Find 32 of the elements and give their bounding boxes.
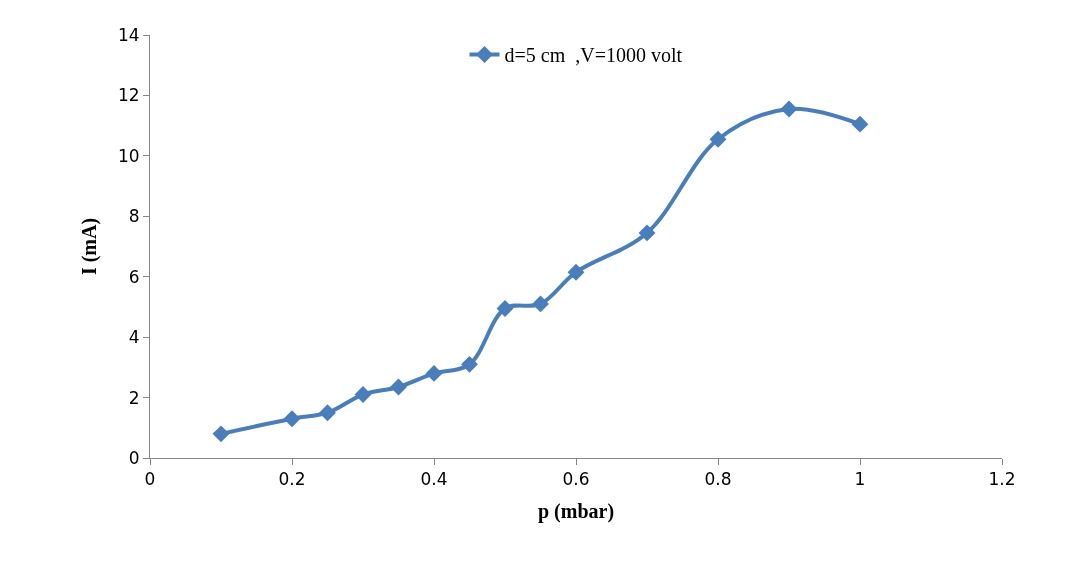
x-tick-label: 0.6	[562, 469, 590, 490]
x-tick-label: 1	[854, 469, 866, 490]
point	[354, 386, 372, 403]
x-tick-label: 0.4	[420, 469, 448, 490]
legend-label: d=5 cm ,V=1000 volt	[504, 44, 683, 67]
point	[212, 425, 230, 443]
point	[390, 378, 407, 396]
y-tick-label: 2	[128, 387, 140, 408]
point	[780, 100, 798, 118]
y-tick-label: 0	[128, 447, 140, 468]
point	[709, 130, 727, 148]
y-tick-label: 12	[117, 85, 140, 106]
y-tick-label: 14	[117, 24, 140, 45]
y-tick-label: 10	[117, 145, 140, 166]
point	[319, 404, 336, 422]
point	[496, 299, 514, 317]
x-tick-label: 0.8	[704, 469, 732, 490]
x-tick-label: 0	[144, 469, 156, 490]
y-tick-label: 4	[128, 327, 140, 348]
point	[532, 295, 549, 313]
y-axis-title: I (mA)	[78, 217, 102, 276]
point	[638, 224, 656, 242]
point	[425, 364, 443, 382]
point	[461, 355, 478, 373]
y-tick-label: 8	[128, 206, 140, 227]
x-axis-title: p (mbar)	[537, 499, 615, 523]
point	[851, 115, 869, 133]
y-tick-label: 6	[128, 266, 140, 287]
point	[283, 410, 301, 428]
x-tick-label: 1.2	[988, 469, 1016, 490]
x-tick-label: 0.2	[278, 469, 306, 490]
point	[567, 263, 585, 281]
